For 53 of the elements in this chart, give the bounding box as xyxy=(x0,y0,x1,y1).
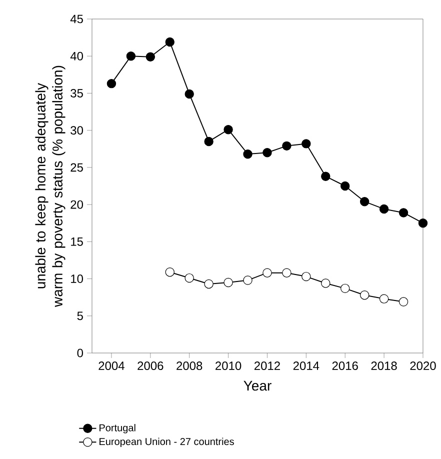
legend-label: Portugal xyxy=(100,424,136,434)
x-tick-label: 2010 xyxy=(216,362,242,370)
point xyxy=(321,172,330,181)
legend-label: European Union - 27 countries xyxy=(100,438,234,448)
point xyxy=(398,297,408,306)
point xyxy=(282,268,292,278)
x-axis-title: Year xyxy=(244,380,272,391)
x-tick-label: 2008 xyxy=(176,362,202,370)
point xyxy=(184,89,194,99)
y-axis-title: unable to keep home adequately warm by poverty status (% population) xyxy=(35,66,66,308)
point xyxy=(224,124,233,134)
point xyxy=(126,52,136,61)
y-tick-label: 45 xyxy=(70,14,83,24)
point xyxy=(379,294,389,304)
x-tick-label: 2004 xyxy=(98,362,124,370)
point xyxy=(146,52,156,62)
point xyxy=(340,284,350,294)
point xyxy=(165,268,174,277)
x-tick-label: 2014 xyxy=(293,362,320,370)
point xyxy=(282,141,292,151)
point xyxy=(379,204,389,214)
point xyxy=(204,279,214,289)
x-tick-label: 2006 xyxy=(138,362,164,370)
y-tick-label: 5 xyxy=(77,312,83,320)
point xyxy=(360,196,370,206)
point xyxy=(302,139,311,148)
point xyxy=(262,268,272,278)
point xyxy=(243,276,252,285)
y-tick-label: 20 xyxy=(70,200,84,209)
point xyxy=(360,290,370,300)
point xyxy=(184,273,194,283)
y-tick-label: 30 xyxy=(70,126,84,135)
point xyxy=(340,181,350,191)
point xyxy=(204,136,214,146)
y-tick-label: 15 xyxy=(71,237,83,246)
y-tick-label: 0 xyxy=(77,348,84,358)
x-tick-label: 2012 xyxy=(254,362,280,370)
x-tick-label: 2016 xyxy=(332,362,358,370)
point xyxy=(106,78,116,88)
point xyxy=(165,37,174,47)
x-tick-label: 2018 xyxy=(371,362,397,370)
y-tick-label: 25 xyxy=(70,163,83,172)
y-tick-label: 10 xyxy=(71,274,84,284)
y-tick-label: 40 xyxy=(70,52,84,60)
point xyxy=(262,148,272,158)
point xyxy=(224,278,233,288)
point xyxy=(418,218,428,228)
point xyxy=(398,208,408,218)
point xyxy=(243,149,252,159)
y-tick-label: 35 xyxy=(70,88,83,98)
x-tick-label: 2020 xyxy=(410,362,436,370)
point xyxy=(321,278,330,288)
point xyxy=(302,272,311,282)
